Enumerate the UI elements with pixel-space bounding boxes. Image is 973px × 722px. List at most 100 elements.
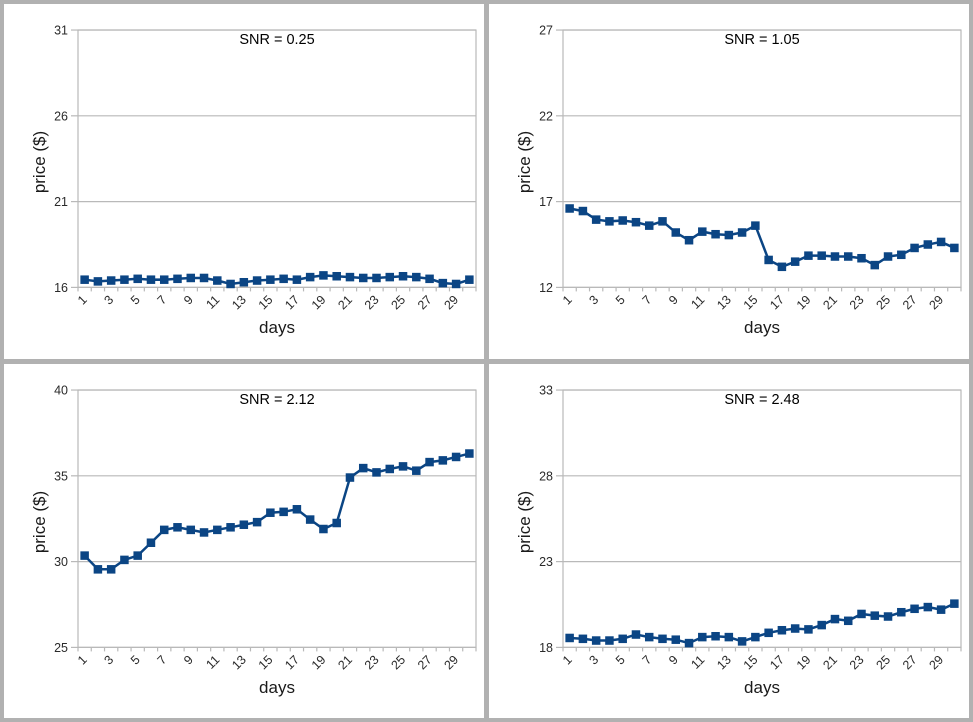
- y-axis-label: price ($): [30, 490, 49, 553]
- data-point-marker: [950, 243, 959, 253]
- data-point-marker: [737, 228, 747, 237]
- data-point-marker: [93, 564, 103, 574]
- data-point-marker: [186, 525, 196, 534]
- data-point-marker: [292, 504, 302, 514]
- svg-text:1: 1: [75, 652, 90, 667]
- series-markers: [80, 448, 474, 574]
- svg-text:23: 23: [847, 293, 867, 313]
- plot-border: [77, 388, 477, 648]
- data-point-marker: [936, 237, 946, 247]
- data-point-marker: [711, 631, 720, 641]
- series-line: [84, 274, 470, 286]
- data-point-marker: [817, 620, 826, 629]
- svg-text:15: 15: [256, 652, 276, 672]
- data-point-marker: [146, 275, 156, 284]
- svg-text:7: 7: [640, 293, 655, 308]
- svg-text:15: 15: [741, 652, 761, 672]
- series-markers: [80, 271, 474, 289]
- data-point-marker: [830, 614, 840, 623]
- y-tick-labels: 12 17 22 27: [539, 24, 553, 295]
- data-point-marker: [213, 276, 222, 285]
- data-point-marker: [412, 465, 421, 475]
- data-point-marker: [790, 623, 800, 633]
- x-tick-labels: 1 3 5 7 9 11 13 15 17 19 21 23 25 27 29: [560, 652, 946, 672]
- svg-text:9: 9: [181, 293, 196, 308]
- data-point-marker: [923, 240, 933, 249]
- data-point-marker: [292, 275, 302, 284]
- data-point-marker: [358, 463, 368, 472]
- series-line: [569, 207, 955, 269]
- svg-text:12: 12: [539, 281, 553, 295]
- data-point-marker: [372, 467, 381, 477]
- data-point-marker: [398, 461, 408, 471]
- data-point-marker: [93, 277, 103, 286]
- data-point-marker: [398, 271, 408, 281]
- data-point-marker: [345, 472, 355, 482]
- svg-text:18: 18: [539, 640, 553, 654]
- svg-text:27: 27: [900, 293, 920, 313]
- svg-text:25: 25: [388, 293, 408, 313]
- chart-panel-snr-2-12: 25 30 35 40 1 3 5 7 9 11 13 15 17 19 21 23 25 27 29 SNR = …: [4, 363, 484, 718]
- svg-text:29: 29: [927, 293, 947, 313]
- svg-text:3: 3: [586, 652, 601, 667]
- series-line: [569, 601, 955, 644]
- svg-text:21: 21: [335, 293, 355, 313]
- data-point-marker: [631, 629, 641, 639]
- data-point-marker: [698, 227, 707, 236]
- data-point-marker: [438, 278, 448, 288]
- y-axis-label: price ($): [515, 130, 534, 194]
- data-point-marker: [425, 457, 434, 466]
- data-point-marker: [159, 275, 169, 284]
- svg-text:9: 9: [181, 652, 196, 667]
- svg-text:13: 13: [229, 293, 249, 313]
- svg-text:23: 23: [362, 652, 382, 672]
- svg-text:23: 23: [362, 293, 382, 313]
- data-point-marker: [133, 550, 142, 560]
- svg-text:1: 1: [75, 293, 90, 308]
- data-point-marker: [199, 527, 209, 537]
- svg-text:27: 27: [539, 24, 553, 38]
- svg-text:3: 3: [101, 652, 116, 667]
- svg-text:27: 27: [415, 652, 435, 672]
- data-point-marker: [790, 257, 800, 266]
- data-point-marker: [936, 604, 946, 614]
- chart-title: SNR = 2.12: [239, 391, 315, 408]
- svg-text:19: 19: [794, 293, 814, 313]
- svg-text:30: 30: [54, 555, 68, 569]
- data-point-marker: [252, 517, 262, 526]
- svg-text:13: 13: [714, 293, 734, 313]
- data-point-marker: [239, 277, 249, 287]
- svg-text:1: 1: [560, 652, 575, 667]
- svg-text:7: 7: [640, 652, 655, 667]
- data-point-marker: [305, 514, 315, 524]
- data-point-marker: [438, 455, 448, 465]
- y-axis-label: price ($): [30, 130, 49, 194]
- data-point-marker: [658, 217, 667, 226]
- data-point-marker: [857, 253, 866, 263]
- chart-panel-snr-2-48: 18 23 28 33 1 3 5 7 9 11 13 15 17 19 21 23 25 27 29 SNR = …: [489, 363, 969, 718]
- svg-text:27: 27: [900, 652, 920, 672]
- data-point-marker: [345, 272, 355, 282]
- data-point-marker: [777, 262, 787, 272]
- svg-text:33: 33: [539, 383, 553, 397]
- x-axis-ticks: [77, 646, 477, 651]
- data-point-marker: [80, 550, 89, 560]
- svg-text:7: 7: [155, 652, 170, 667]
- x-tick-labels: 1 3 5 7 9 11 13 15 17 19 21 23 25 27 29: [75, 293, 461, 313]
- chart-title: SNR = 2.48: [724, 391, 800, 408]
- svg-text:16: 16: [54, 281, 68, 295]
- svg-text:27: 27: [415, 293, 435, 313]
- svg-text:26: 26: [54, 109, 68, 123]
- data-point-marker: [319, 524, 328, 533]
- data-point-marker: [870, 260, 880, 270]
- svg-text:29: 29: [442, 293, 462, 313]
- svg-text:5: 5: [128, 293, 143, 308]
- svg-text:19: 19: [309, 652, 329, 672]
- data-point-marker: [804, 624, 813, 634]
- data-point-marker: [80, 275, 89, 284]
- data-point-marker: [658, 634, 667, 643]
- y-axis-label: price ($): [515, 490, 534, 553]
